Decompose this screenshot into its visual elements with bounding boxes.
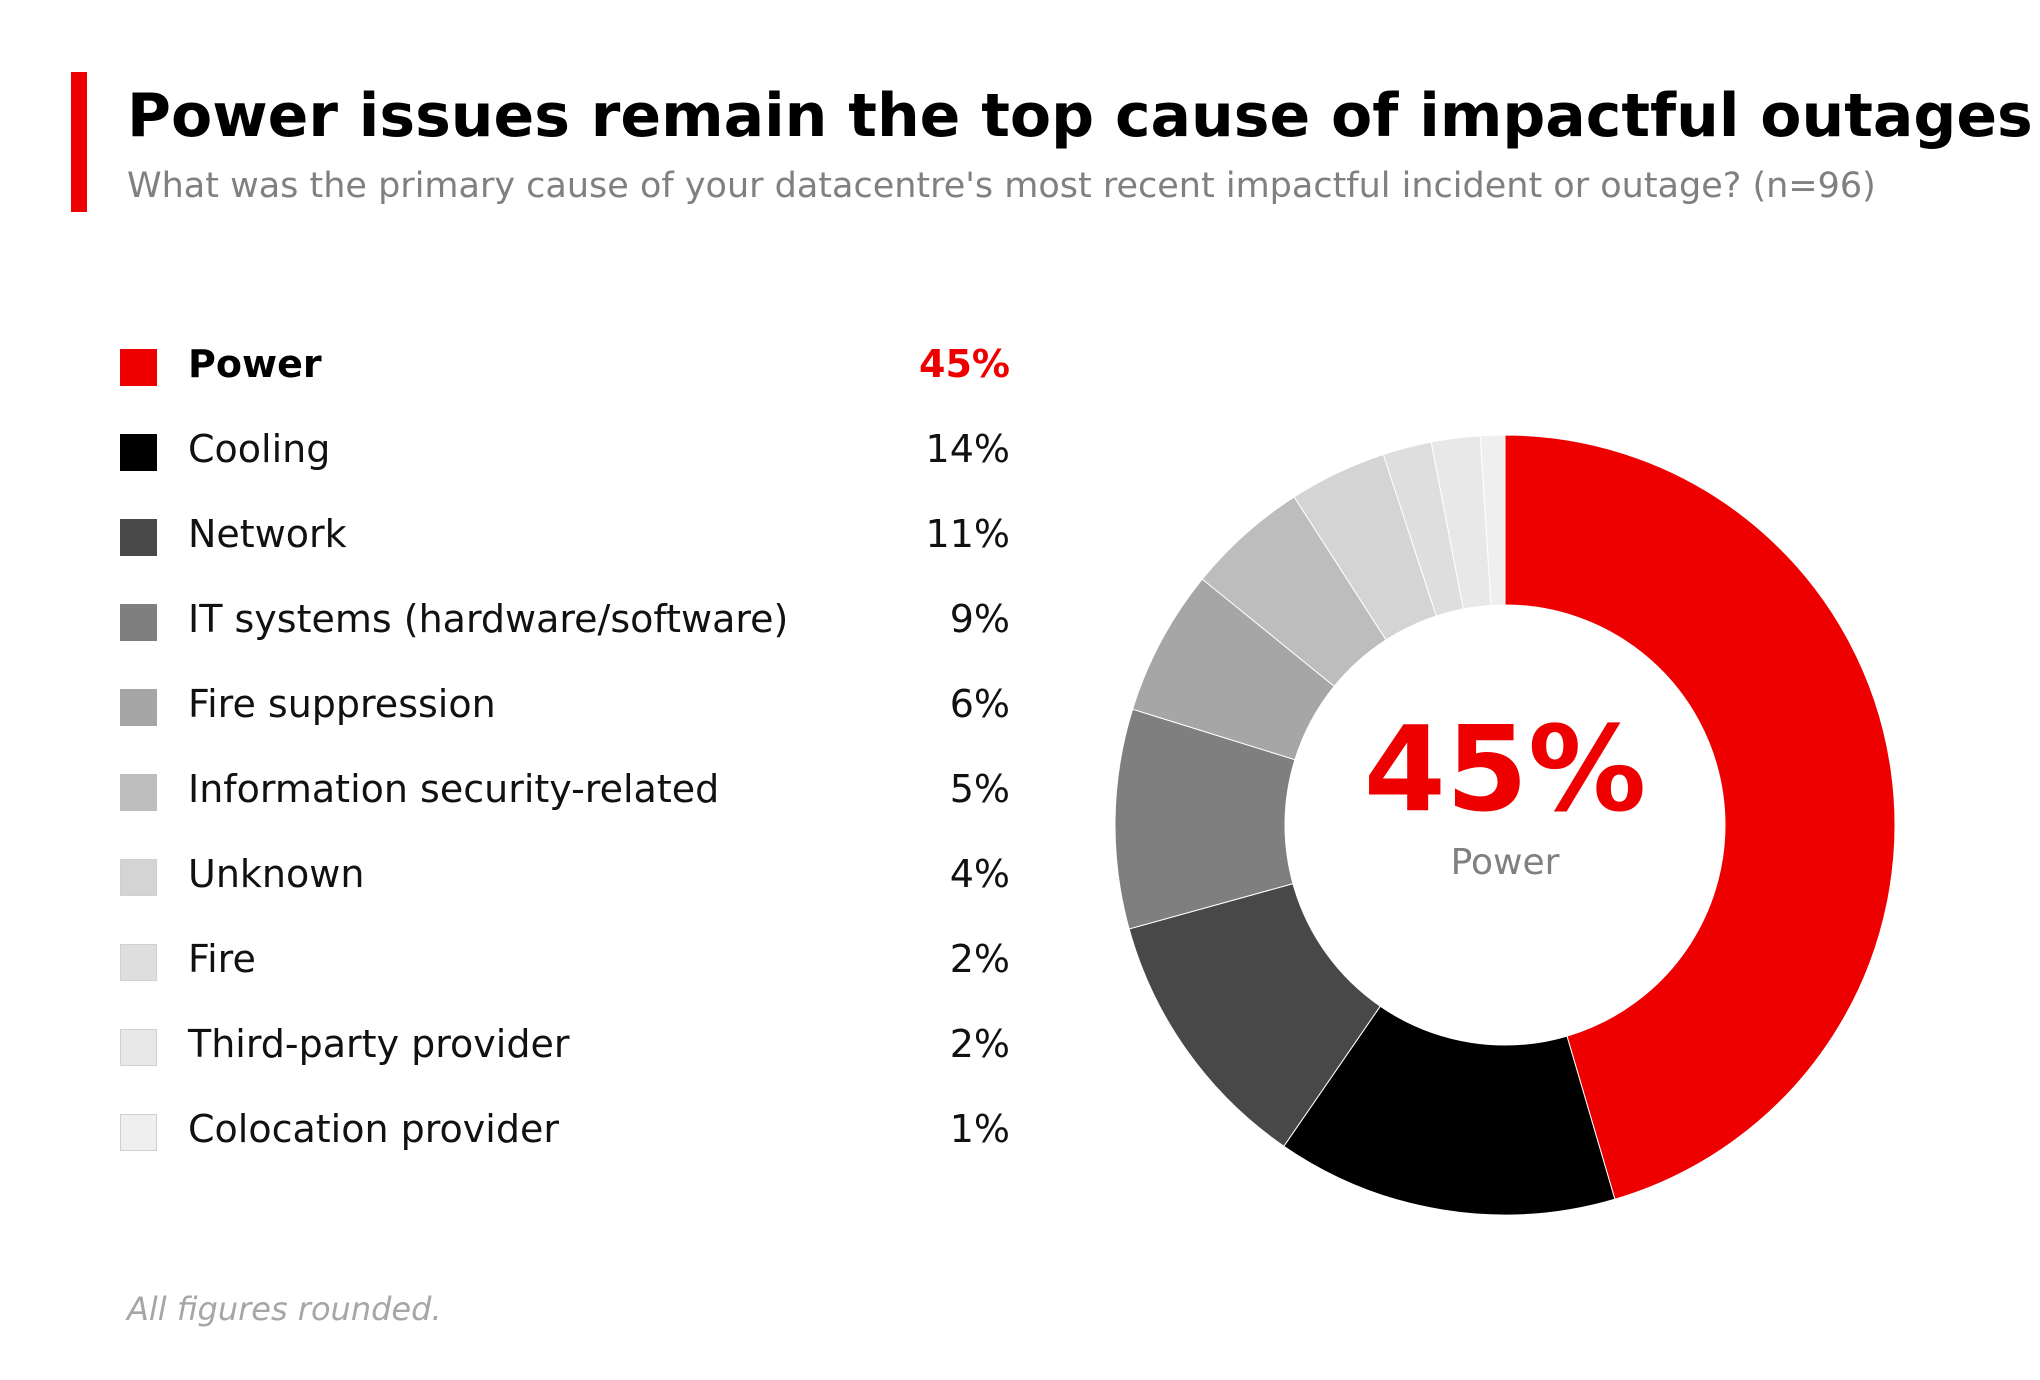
- legend-value: 1%: [949, 1107, 1010, 1151]
- legend-item: Third-party provider 2%: [120, 1010, 1010, 1095]
- legend-label: Fire: [188, 937, 256, 981]
- legend-item: Fire 2%: [120, 925, 1010, 1010]
- legend-swatch: [120, 434, 157, 471]
- legend-label: Third-party provider: [188, 1022, 570, 1066]
- legend-swatch: [120, 1029, 157, 1066]
- legend-swatch: [120, 1114, 157, 1151]
- legend-value: 14%: [925, 427, 1010, 471]
- donut-slice-cooling: [1283, 1005, 1616, 1216]
- legend-item: Network 11%: [120, 500, 1010, 585]
- legend-swatch: [120, 349, 157, 386]
- legend-item: Cooling 14%: [120, 415, 1010, 500]
- chart-title: Power issues remain the top cause of imp…: [127, 81, 2033, 151]
- legend-value: 5%: [949, 767, 1010, 811]
- legend-value: 4%: [949, 852, 1010, 896]
- legend-value: 2%: [949, 1022, 1010, 1066]
- legend-item: Unknown 4%: [120, 840, 1010, 925]
- legend-value: 9%: [949, 597, 1010, 641]
- legend-swatch: [120, 689, 157, 726]
- donut-center-value: 45%: [1363, 700, 1647, 838]
- legend-swatch: [120, 519, 157, 556]
- legend-value: 6%: [949, 682, 1010, 726]
- legend-label: Fire suppression: [188, 682, 496, 726]
- legend-swatch: [120, 944, 157, 981]
- legend-label: Cooling: [188, 427, 331, 471]
- legend-item: Fire suppression 6%: [120, 670, 1010, 755]
- legend-label: Network: [188, 512, 347, 556]
- donut-chart: [1105, 425, 1905, 1225]
- legend-label: Unknown: [188, 852, 365, 896]
- title-accent-bar: [71, 72, 87, 212]
- donut-slice-colocation-provider: [1479, 434, 1506, 606]
- donut-slice-power: [1504, 434, 1896, 1200]
- legend-value: 11%: [925, 512, 1010, 556]
- legend-swatch: [120, 604, 157, 641]
- legend-swatch: [120, 774, 157, 811]
- legend-value: 45%: [919, 342, 1010, 386]
- chart-subtitle: What was the primary cause of your datac…: [127, 166, 1876, 206]
- legend-label: Information security-related: [188, 767, 720, 811]
- legend-item: Colocation provider 1%: [120, 1095, 1010, 1180]
- legend-label: Power: [188, 342, 322, 386]
- legend-item: Information security-related 5%: [120, 755, 1010, 840]
- legend-swatch: [120, 859, 157, 896]
- legend-label: IT systems (hardware/software): [188, 597, 789, 641]
- donut-center-label: Power: [1450, 842, 1560, 883]
- legend-label: Colocation provider: [188, 1107, 559, 1151]
- legend-item: IT systems (hardware/software) 9%: [120, 585, 1010, 670]
- legend: Power 45% Cooling 14% Network 11% IT sys…: [120, 330, 1010, 1180]
- legend-value: 2%: [949, 937, 1010, 981]
- legend-item: Power 45%: [120, 330, 1010, 415]
- donut-chart-svg: [1114, 434, 1896, 1216]
- footnote: All figures rounded.: [127, 1290, 442, 1328]
